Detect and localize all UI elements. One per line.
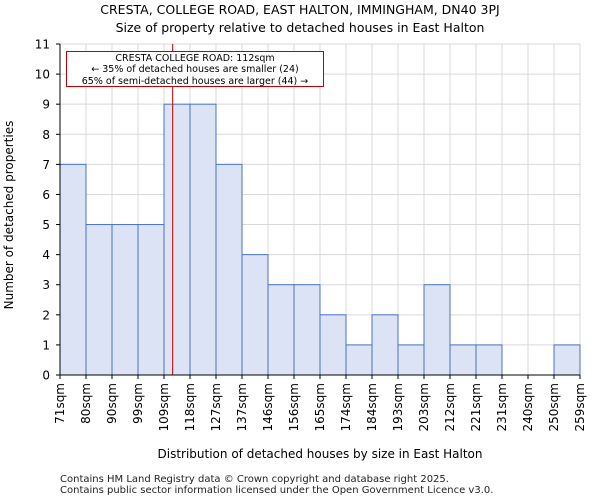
annotation-box: CRESTA COLLEGE ROAD: 112sqm ← 35% of det…	[66, 51, 324, 87]
x-tick-label-80sqm: 80sqm	[79, 383, 93, 424]
y-tick-labels: 0 1 2 3 4 5 6 7 8 9 10 11	[35, 38, 60, 383]
x-tick-label-99sqm: 99sqm	[131, 383, 145, 424]
x-tick-label-250sqm: 250sqm	[547, 383, 561, 431]
x-tick-label-184sqm: 184sqm	[365, 383, 379, 431]
bar-221sqm	[475, 344, 503, 376]
x-tick-label-156sqm: 156sqm	[287, 383, 301, 431]
x-tick-label-90sqm: 90sqm	[105, 383, 119, 424]
x-tick-labels: 71sqm 80sqm 90sqm 99sqm 109sqm 118sqm 127sqm 13…	[53, 375, 587, 431]
x-tick-label-259sqm: 259sqm	[573, 383, 587, 431]
bar-109sqm	[163, 103, 191, 376]
x-axis-label: Distribution of detached houses by size …	[158, 447, 483, 461]
annotation-smaller: ← 35% of detached houses are smaller (24…	[91, 64, 299, 76]
x-tick-label-174sqm: 174sqm	[339, 383, 353, 431]
y-tick-label-10: 10	[35, 68, 50, 82]
bar-203sqm	[423, 284, 451, 376]
bar-193sqm	[397, 344, 425, 376]
bar-99sqm	[137, 224, 165, 376]
y-axis-label: Number of detached properties	[2, 121, 16, 310]
annotation-title: CRESTA COLLEGE ROAD: 112sqm	[115, 53, 275, 64]
y-tick-label-9: 9	[42, 98, 50, 112]
x-tick-label-118sqm: 118sqm	[183, 383, 197, 431]
chart-title: Size of property relative to detached ho…	[115, 20, 485, 35]
x-tick-label-231sqm: 231sqm	[495, 383, 509, 431]
bar-118sqm	[189, 103, 217, 376]
y-tick-label-7: 7	[42, 158, 50, 172]
bar-146sqm	[267, 284, 295, 376]
bar-174sqm	[345, 344, 373, 376]
y-tick-label-1: 1	[42, 338, 50, 352]
x-tick-label-146sqm: 146sqm	[261, 383, 275, 431]
x-tick-label-203sqm: 203sqm	[417, 383, 431, 431]
bar-250sqm	[553, 344, 581, 376]
bar-71sqm	[59, 163, 87, 376]
y-tick-label-5: 5	[42, 218, 50, 232]
bar-137sqm	[241, 254, 269, 376]
y-tick-label-2: 2	[42, 308, 50, 322]
y-tick-label-6: 6	[42, 188, 50, 202]
x-tick-label-165sqm: 165sqm	[313, 383, 327, 431]
x-tick-label-193sqm: 193sqm	[391, 383, 405, 431]
bar-184sqm	[371, 314, 399, 376]
bar-127sqm	[215, 163, 243, 376]
bar-212sqm	[449, 344, 477, 376]
y-tick-label-8: 8	[42, 128, 50, 142]
bar-156sqm	[293, 284, 321, 376]
annotation-larger: 65% of semi-detached houses are larger (…	[81, 75, 309, 87]
y-tick-label-4: 4	[42, 248, 50, 262]
x-tick-label-71sqm: 71sqm	[53, 383, 67, 424]
x-tick-label-212sqm: 212sqm	[443, 383, 457, 431]
footer-licence: Contains public sector information licen…	[60, 485, 494, 496]
bar-165sqm	[319, 314, 347, 376]
x-tick-label-221sqm: 221sqm	[469, 383, 483, 431]
x-tick-label-137sqm: 137sqm	[235, 383, 249, 431]
x-tick-label-127sqm: 127sqm	[209, 383, 223, 431]
x-tick-label-109sqm: 109sqm	[157, 383, 171, 431]
chart-title-address: CRESTA, COLLEGE ROAD, EAST HALTON, IMMIN…	[100, 2, 500, 17]
bar-80sqm	[85, 224, 113, 376]
y-tick-label-3: 3	[42, 278, 50, 292]
bar-90sqm	[111, 224, 139, 376]
bars	[59, 103, 581, 376]
y-tick-label-11: 11	[35, 38, 50, 52]
footer-copyright: Contains HM Land Registry data © Crown c…	[60, 474, 449, 485]
y-tick-label-0: 0	[42, 369, 50, 383]
x-tick-label-240sqm: 240sqm	[521, 383, 535, 431]
